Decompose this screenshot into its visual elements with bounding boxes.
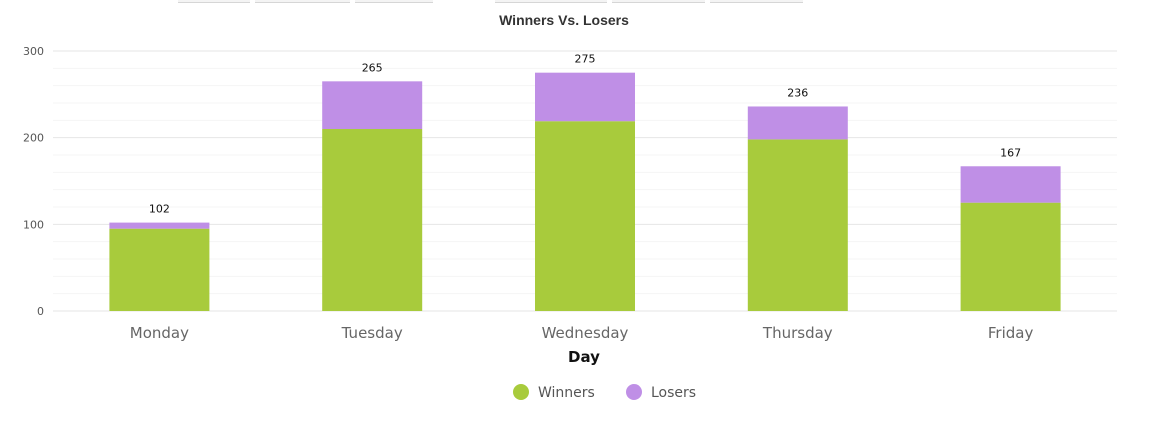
bar-winners-wednesday[interactable] xyxy=(535,121,635,311)
data-label-total: 275 xyxy=(575,53,596,66)
tab[interactable] xyxy=(710,0,803,3)
x-tick-label: Wednesday xyxy=(542,324,629,342)
legend-item-winners[interactable]: Winners xyxy=(513,384,595,401)
tab[interactable] xyxy=(355,0,433,3)
bar-losers-wednesday[interactable] xyxy=(535,72,635,122)
y-tick-label: 0 xyxy=(37,305,44,318)
legend-marker xyxy=(626,384,642,400)
data-label-total: 265 xyxy=(362,61,383,74)
bar-losers-monday[interactable] xyxy=(109,222,210,229)
bar-winners-monday[interactable] xyxy=(109,228,210,311)
legend-label: Winners xyxy=(538,385,595,401)
x-axis-ticks: Monday Tuesday Wednesday Thursday Friday xyxy=(130,324,1034,342)
tab[interactable] xyxy=(612,0,705,3)
tab-strip xyxy=(0,0,1156,3)
x-tick-label: Monday xyxy=(130,324,189,342)
x-axis-label: Day xyxy=(568,348,600,366)
bar-losers-tuesday[interactable] xyxy=(322,81,423,129)
x-tick-label: Thursday xyxy=(762,324,833,342)
chart-title: Winners Vs. Losers xyxy=(499,12,629,28)
data-label-total: 236 xyxy=(787,86,808,99)
y-tick-label: 300 xyxy=(23,45,44,58)
y-tick-label: 100 xyxy=(23,218,44,231)
tab[interactable] xyxy=(495,0,607,3)
data-label-total: 167 xyxy=(1000,146,1021,159)
y-axis-ticks: 0 100 200 300 xyxy=(23,45,44,318)
bars xyxy=(109,72,1061,311)
legend-item-losers[interactable]: Losers xyxy=(626,384,696,401)
bar-losers-thursday[interactable] xyxy=(747,106,848,140)
bar-winners-tuesday[interactable] xyxy=(322,129,423,311)
bar-winners-thursday[interactable] xyxy=(747,139,848,311)
legend-label: Losers xyxy=(651,385,696,401)
bar-winners-friday[interactable] xyxy=(960,202,1061,311)
tab[interactable] xyxy=(178,0,250,3)
data-label-total: 102 xyxy=(149,203,170,216)
y-tick-label: 200 xyxy=(23,132,44,145)
legend-marker xyxy=(513,384,529,400)
x-tick-label: Tuesday xyxy=(341,324,403,342)
bar-losers-friday[interactable] xyxy=(960,166,1061,203)
data-labels: 102 265 275 236 167 xyxy=(149,53,1021,216)
tab[interactable] xyxy=(255,0,350,3)
x-tick-label: Friday xyxy=(988,324,1034,342)
legend: Winners Losers xyxy=(513,384,696,401)
